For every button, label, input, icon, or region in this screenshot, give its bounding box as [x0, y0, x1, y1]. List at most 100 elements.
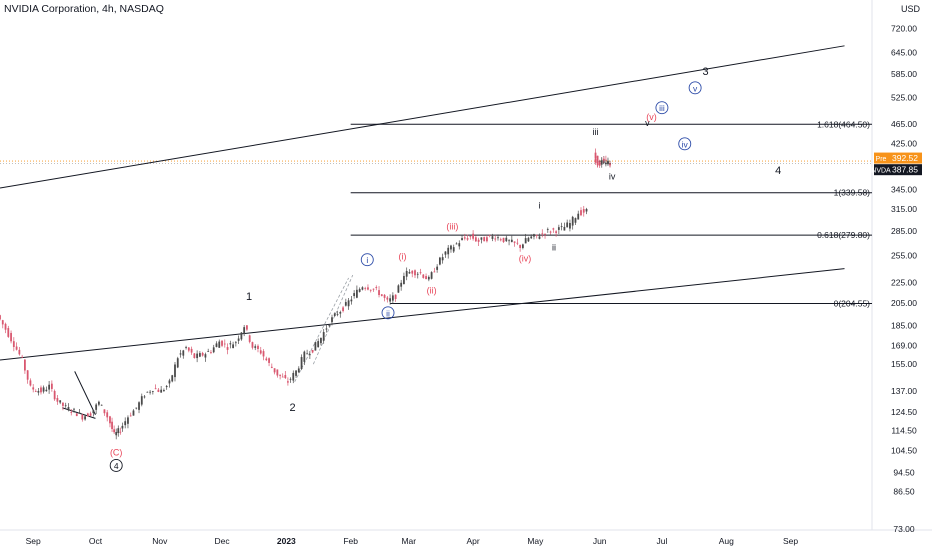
candle-body [182, 350, 185, 356]
candle-body [92, 410, 95, 414]
candle-body [546, 229, 549, 230]
candle-body [193, 353, 196, 359]
candle-body [7, 328, 10, 337]
candle-body [232, 344, 234, 349]
candle-body [221, 340, 223, 346]
currency-label: USD [900, 4, 920, 14]
candle-body [441, 257, 444, 261]
y-tick-label: 124.50 [891, 407, 917, 417]
candle-body [552, 228, 555, 230]
candle-body [0, 315, 1, 320]
trend-line-wedge-top [74, 371, 96, 415]
candle-body [212, 347, 215, 353]
candle-body [40, 387, 42, 393]
candle-body [328, 325, 331, 327]
candle-body [391, 295, 394, 301]
candle-body [187, 347, 190, 351]
candle-body [580, 210, 582, 216]
candle-body [347, 300, 350, 307]
symbol-price-tag-value: 387.85 [892, 165, 918, 175]
candle-body [98, 401, 100, 405]
y-tick-label: 155.00 [891, 359, 917, 369]
candle-body [516, 242, 519, 244]
candle-body [15, 346, 18, 350]
candle-body [138, 402, 140, 410]
candle-body [386, 297, 389, 300]
candle-body [64, 405, 67, 407]
candle-body [154, 388, 157, 390]
candle-body [262, 351, 265, 357]
candle-body [185, 347, 187, 349]
candle-body [380, 294, 383, 296]
candle-body [356, 289, 358, 298]
candle-body [333, 313, 336, 316]
candle-body [198, 353, 201, 357]
candle-body [240, 332, 243, 340]
candle-body [204, 354, 207, 358]
candle-body [408, 272, 411, 274]
x-tick-label: Feb [343, 536, 358, 546]
candle-body [135, 407, 138, 409]
wave-label: iv [609, 171, 616, 181]
candle-body [210, 352, 212, 353]
candle-body [53, 390, 56, 400]
candle-body [325, 328, 328, 330]
candle-body [566, 222, 569, 228]
candle-body [461, 238, 463, 241]
candle-body [535, 234, 538, 236]
candle-body [383, 294, 386, 298]
candle-body [129, 415, 132, 417]
candle-body [472, 233, 474, 239]
pre-price-tag: Pre 392.52 [874, 152, 922, 164]
pre-price-tag-value: 392.52 [892, 153, 918, 163]
candle-body [494, 238, 497, 240]
candle-body [605, 162, 607, 165]
candle-body [430, 272, 433, 279]
candle-body [45, 389, 48, 392]
channel-line-upper [0, 45, 845, 189]
candle-body [439, 257, 441, 265]
candle-body [10, 332, 12, 342]
symbol-price-tag-value-bg [888, 164, 922, 176]
candle-body [62, 402, 64, 406]
candle-body [50, 383, 53, 389]
candle-body [78, 412, 81, 414]
candle-body [124, 421, 127, 426]
candle-body [26, 370, 29, 380]
candle-body [375, 287, 378, 289]
fib-level-label: 1.618(464.50) [817, 119, 870, 129]
y-tick-label: 94.50 [893, 467, 915, 477]
candle-body [121, 425, 124, 429]
candle-body [444, 251, 447, 255]
candle-body [146, 391, 149, 393]
symbol-price-tag-label-bg [874, 164, 888, 176]
candle-body [297, 368, 300, 373]
candle-body [257, 345, 259, 349]
pre-price-tag-label: Pre [876, 156, 887, 163]
y-tick-label: 285.00 [891, 226, 917, 236]
candle-body [248, 335, 251, 342]
candle-body [106, 412, 109, 418]
candle-body [115, 431, 118, 436]
wave-label: 2 [290, 402, 296, 414]
wave-label: iii [593, 127, 599, 137]
candle-body [405, 270, 408, 277]
wave-label: v [645, 118, 650, 128]
candle-body [196, 353, 199, 359]
candle-body [292, 372, 295, 381]
candle-body [303, 351, 306, 362]
candle-body [37, 390, 40, 393]
projection-line [312, 274, 354, 365]
candle-body [103, 409, 106, 414]
candle-body [549, 231, 552, 233]
wave-label: 3 [702, 66, 708, 78]
candle-body [151, 391, 154, 392]
y-tick-label: 255.00 [891, 250, 917, 260]
candle-body [480, 237, 483, 240]
candle-body [397, 285, 400, 293]
candle-body [483, 237, 486, 242]
candles-group [0, 148, 611, 440]
wave-label: 4 [114, 461, 119, 471]
candle-body [289, 378, 292, 380]
